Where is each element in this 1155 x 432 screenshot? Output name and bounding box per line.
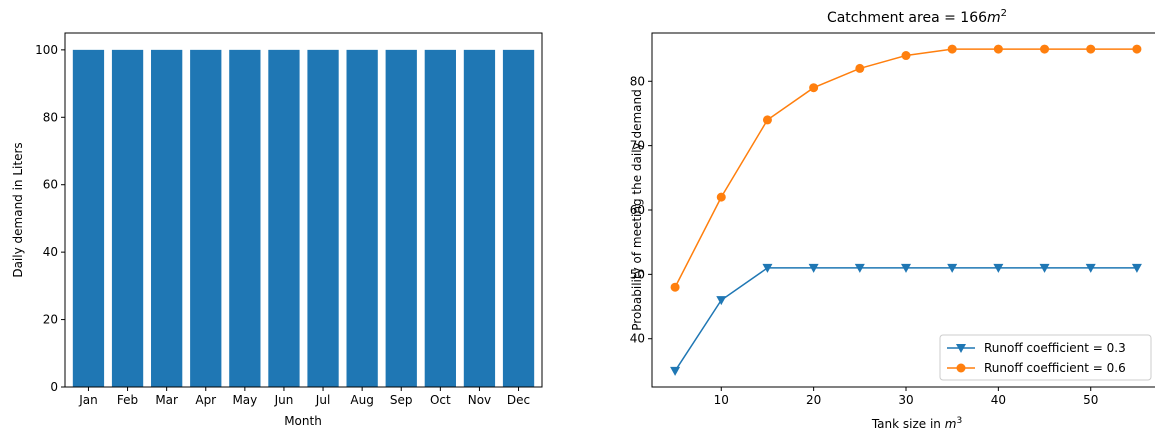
bar-x-axis-label: Month	[284, 414, 322, 428]
line-x-tick-label: 50	[1083, 393, 1098, 407]
legend-frame	[939, 334, 1152, 381]
line-y-tick-label: 60	[630, 203, 645, 217]
data-point	[993, 44, 1003, 54]
line-x-tick-label: 40	[991, 393, 1006, 407]
bar-x-tick-label: Jan	[78, 393, 98, 407]
data-point	[716, 192, 726, 202]
bar-jan	[72, 49, 105, 387]
bar-x-tick-label: Feb	[117, 393, 138, 407]
bar-y-axis: 0 20 40 60 80 100	[35, 43, 65, 394]
bar-x-tick-label: Apr	[195, 393, 216, 407]
legend-label: Runoff coefficient = 0.6	[984, 361, 1126, 375]
bar-x-tick-label: Jun	[274, 393, 294, 407]
bar-x-tick-label: Jul	[315, 393, 330, 407]
data-point	[901, 51, 911, 61]
bar-jun	[268, 49, 300, 387]
bar-feb	[111, 49, 144, 387]
line-x-axis-label-text: Tank size in	[871, 417, 945, 431]
bar-apr	[190, 49, 222, 387]
data-point	[716, 296, 727, 306]
line-y-tick-label: 40	[630, 332, 645, 346]
bar-series	[72, 49, 535, 387]
data-point	[947, 44, 957, 54]
bar-jul	[307, 49, 339, 387]
data-point	[808, 263, 819, 273]
bar-x-tick-label: Mar	[155, 393, 178, 407]
data-point	[854, 263, 865, 273]
bar-oct	[424, 49, 456, 387]
data-point	[809, 83, 819, 93]
data-point	[1131, 263, 1142, 273]
data-point	[1039, 263, 1050, 273]
data-point	[670, 366, 681, 376]
line-x-axis-label-unit: m	[945, 417, 957, 431]
bar-nov	[463, 49, 496, 387]
bar-x-tick-label: Aug	[350, 393, 373, 407]
bar-mar	[151, 49, 183, 387]
line-x-axis-label: Tank size in m3	[871, 416, 962, 431]
data-point	[901, 263, 911, 273]
bar-chart: 0 20 40 60 80 100 Jan Feb Mar Apr May Jun Jul Aug Sep…	[11, 32, 543, 428]
line-x-axis: 10 20 30 40 50	[714, 387, 1098, 407]
bar-x-axis: Jan Feb Mar Apr May Jun Jul Aug Sep Oct Nov Dec	[78, 387, 530, 407]
bar-y-tick-label: 0	[50, 380, 58, 394]
line-chart-title-exponent: 2	[1001, 8, 1007, 19]
line-y-tick-label: 80	[630, 74, 645, 88]
line-x-tick-label: 10	[714, 393, 729, 407]
bar-y-tick-label: 100	[35, 43, 58, 57]
bar-x-tick-label: Oct	[430, 393, 451, 407]
bar-x-tick-label: Sep	[390, 393, 413, 407]
line-chart-title-unit: m	[987, 10, 1001, 26]
series-line	[674, 48, 1137, 288]
bar-dec	[502, 49, 535, 387]
bar-y-tick-label: 80	[43, 110, 58, 124]
data-point	[1040, 44, 1050, 54]
line-series-1	[670, 263, 1142, 376]
data-point	[762, 263, 773, 273]
bar-y-axis-label: Daily demand in Liters	[11, 142, 25, 277]
line-y-axis-label: Probability of meeting the daily demand	[630, 89, 644, 331]
line-series-group	[670, 44, 1142, 376]
legend-marker	[956, 363, 966, 373]
line-y-axis: 40 50 60 70 80	[630, 74, 652, 346]
data-point	[1086, 44, 1096, 54]
data-point	[855, 63, 865, 73]
line-series-2	[670, 44, 1142, 292]
bar-y-tick-label: 40	[43, 245, 58, 259]
data-point	[947, 263, 958, 273]
bar-x-tick-label: Dec	[507, 393, 530, 407]
data-point	[670, 282, 680, 292]
data-point	[762, 115, 772, 125]
legend-label: Runoff coefficient = 0.3	[984, 341, 1126, 355]
bar-plot-frame	[64, 32, 543, 388]
line-chart-title: Catchment area = 166m2	[827, 8, 1007, 26]
legend: Runoff coefficient = 0.3 Runoff coefficie…	[939, 334, 1152, 381]
line-x-tick-label: 30	[898, 393, 913, 407]
bar-may	[229, 49, 261, 387]
bar-sep	[385, 49, 417, 387]
line-y-tick-label: 50	[630, 267, 645, 281]
line-plot-frame	[651, 32, 1155, 388]
line-x-tick-label: 20	[806, 393, 821, 407]
legend-marker	[956, 344, 966, 353]
bar-x-tick-label: Nov	[468, 393, 491, 407]
line-y-tick-label: 70	[630, 139, 645, 153]
bar-y-tick-label: 20	[43, 313, 58, 327]
bar-x-tick-label: May	[232, 393, 257, 407]
bar-aug	[346, 49, 378, 387]
data-point	[1132, 44, 1142, 54]
data-point	[1085, 263, 1096, 273]
line-chart-title-text: Catchment area = 166	[827, 10, 987, 26]
bar-y-tick-label: 60	[43, 178, 58, 192]
data-point	[993, 263, 1004, 273]
line-x-axis-label-exponent: 3	[956, 416, 962, 426]
